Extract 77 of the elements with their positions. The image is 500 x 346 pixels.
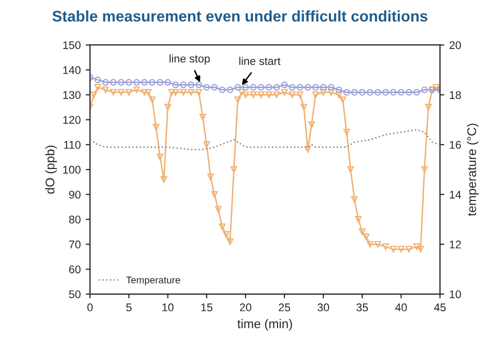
x-tick-label: 0 bbox=[87, 303, 93, 312]
y-tick-label: 110 bbox=[64, 140, 81, 149]
point bbox=[398, 88, 404, 96]
x-tick-label: 20 bbox=[240, 303, 252, 312]
y-tick-label: 50 bbox=[69, 290, 81, 298]
point bbox=[320, 84, 327, 91]
y2-tick-label: 12 bbox=[450, 240, 461, 248]
y-tick-label: 100 bbox=[63, 166, 81, 174]
point bbox=[226, 86, 234, 94]
point bbox=[250, 84, 257, 91]
point bbox=[296, 84, 304, 91]
point bbox=[141, 79, 148, 86]
point bbox=[328, 84, 334, 91]
point bbox=[118, 79, 124, 86]
point bbox=[281, 82, 288, 88]
point bbox=[413, 88, 420, 96]
point bbox=[211, 84, 218, 91]
x-tick-label: 35 bbox=[356, 303, 368, 312]
point bbox=[351, 88, 358, 96]
y2-tick-label: 16 bbox=[450, 140, 461, 149]
point bbox=[188, 82, 194, 88]
point bbox=[180, 82, 187, 88]
point bbox=[258, 84, 264, 91]
legend-label: Temperature bbox=[126, 276, 180, 286]
y-tick-label: 60 bbox=[69, 265, 81, 274]
x-tick-label: 10 bbox=[162, 303, 174, 312]
point bbox=[102, 79, 109, 86]
point bbox=[304, 84, 312, 91]
x-tick-label: 5 bbox=[126, 304, 132, 312]
point bbox=[343, 88, 350, 96]
x-tick-label: 40 bbox=[395, 303, 407, 312]
annotation: line start bbox=[239, 56, 280, 66]
y2-tick-label: 14 bbox=[450, 190, 462, 198]
x-tick-label: 45 bbox=[434, 304, 446, 312]
point bbox=[366, 88, 374, 96]
x-tick-label: 25 bbox=[278, 303, 290, 312]
point bbox=[273, 84, 280, 91]
x-tick-label: 30 bbox=[318, 303, 330, 312]
y-tick-label: 150 bbox=[63, 41, 81, 50]
x-axis-title: time (min) bbox=[237, 319, 292, 331]
point bbox=[242, 84, 249, 91]
point bbox=[156, 79, 164, 86]
point bbox=[94, 76, 102, 84]
x-tick-label: 15 bbox=[201, 304, 212, 312]
point bbox=[336, 86, 342, 94]
y-tick-label: 140 bbox=[63, 66, 81, 74]
point bbox=[312, 84, 319, 91]
point bbox=[390, 88, 397, 96]
y2-tick-label: 18 bbox=[450, 91, 461, 99]
y-tick-label: 130 bbox=[63, 91, 81, 99]
point bbox=[172, 82, 179, 88]
point bbox=[374, 88, 382, 96]
y-tick-label: 90 bbox=[69, 190, 81, 199]
point bbox=[110, 79, 117, 86]
point bbox=[266, 84, 272, 91]
point bbox=[288, 84, 296, 91]
point bbox=[196, 82, 202, 88]
point bbox=[421, 86, 428, 94]
point bbox=[234, 84, 242, 91]
y-tick-label: 70 bbox=[69, 240, 81, 248]
point bbox=[218, 86, 226, 94]
y2-tick-label: 10 bbox=[450, 290, 461, 298]
point bbox=[164, 79, 172, 86]
point bbox=[406, 88, 412, 96]
point bbox=[358, 88, 366, 96]
point bbox=[126, 79, 132, 86]
point bbox=[203, 84, 210, 91]
y2-tick-label: 20 bbox=[450, 41, 461, 50]
point bbox=[148, 79, 156, 86]
annotation: line stop bbox=[170, 54, 210, 65]
chart-title: Stable measurement even under difficult conditions bbox=[52, 10, 428, 22]
y-axis-title: dO (ppb) bbox=[45, 146, 57, 194]
point bbox=[133, 79, 140, 86]
y-tick-label: 80 bbox=[69, 216, 81, 224]
y2-axis-title: temperature (°C) bbox=[466, 124, 479, 216]
point bbox=[382, 88, 389, 96]
y-tick-label: 120 bbox=[63, 116, 81, 124]
